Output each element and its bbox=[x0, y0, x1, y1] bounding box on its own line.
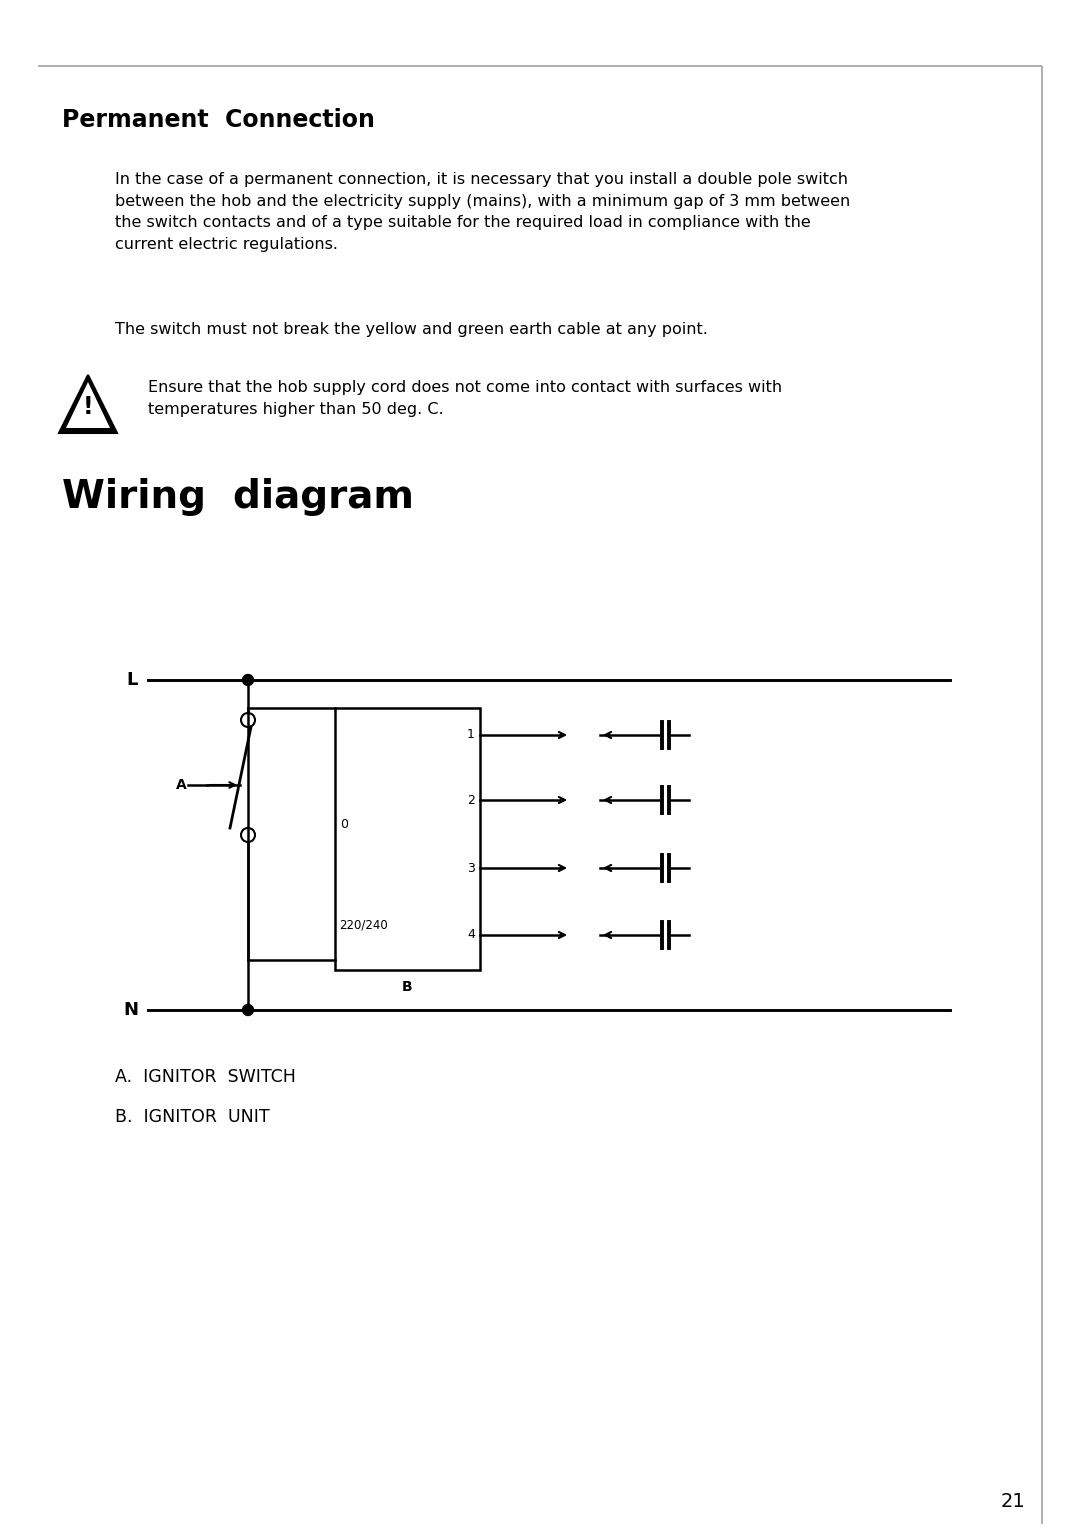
Text: Permanent  Connection: Permanent Connection bbox=[62, 107, 375, 132]
Polygon shape bbox=[59, 375, 117, 434]
Text: 3: 3 bbox=[468, 861, 475, 875]
Text: !: ! bbox=[83, 395, 93, 418]
Text: Wiring  diagram: Wiring diagram bbox=[62, 478, 414, 516]
Text: 4: 4 bbox=[468, 928, 475, 942]
Text: Ensure that the hob supply cord does not come into contact with surfaces with
te: Ensure that the hob supply cord does not… bbox=[148, 380, 782, 417]
Text: 2: 2 bbox=[468, 794, 475, 806]
Text: 21: 21 bbox=[1000, 1492, 1025, 1511]
Text: B.  IGNITOR  UNIT: B. IGNITOR UNIT bbox=[114, 1108, 270, 1126]
Bar bbox=[335, 708, 480, 970]
Text: 1: 1 bbox=[468, 729, 475, 741]
Text: In the case of a permanent connection, it is necessary that you install a double: In the case of a permanent connection, i… bbox=[114, 172, 850, 251]
Text: A: A bbox=[176, 778, 187, 792]
Polygon shape bbox=[66, 381, 110, 427]
Text: The switch must not break the yellow and green earth cable at any point.: The switch must not break the yellow and… bbox=[114, 322, 707, 337]
Text: 0: 0 bbox=[340, 818, 348, 830]
Text: 220/240: 220/240 bbox=[339, 919, 388, 931]
Text: A.  IGNITOR  SWITCH: A. IGNITOR SWITCH bbox=[114, 1068, 296, 1086]
Circle shape bbox=[243, 1005, 254, 1016]
Text: B: B bbox=[402, 980, 413, 994]
Text: L: L bbox=[126, 671, 138, 689]
Circle shape bbox=[243, 674, 254, 685]
Text: N: N bbox=[123, 1000, 138, 1019]
